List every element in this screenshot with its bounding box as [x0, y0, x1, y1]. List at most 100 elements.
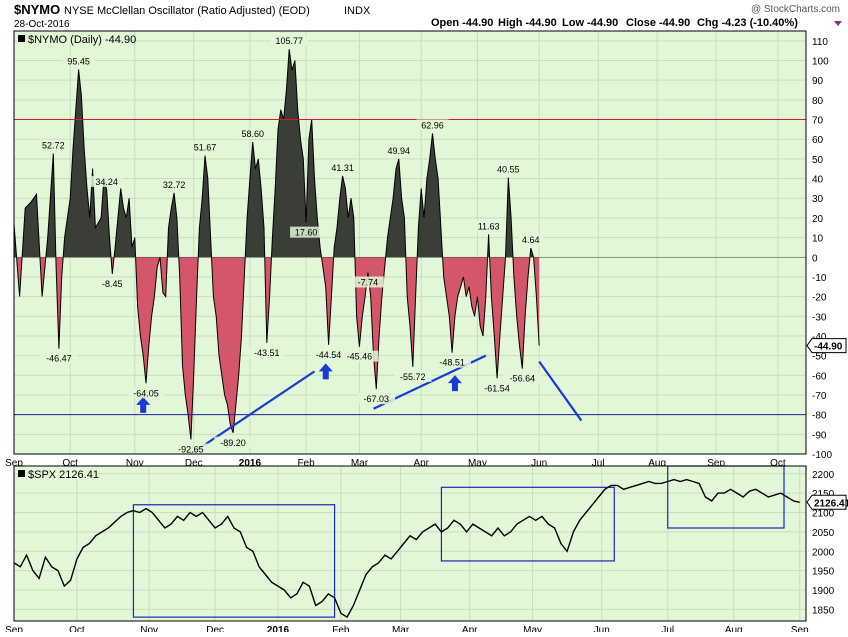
x-tick-label: 2016: [239, 458, 262, 469]
annotation-bg: [236, 127, 269, 139]
header-open: Open -44.90: [431, 17, 493, 29]
x-tick-label: Sep: [707, 458, 725, 469]
x-tick-label: Nov: [140, 625, 158, 632]
annotation-label: 34.24: [95, 177, 118, 187]
annotation-label: 105.77: [275, 36, 303, 46]
annotation-bg: [492, 163, 525, 175]
y-tick-label: 2200: [812, 470, 835, 481]
y-tick-label: 40: [812, 175, 824, 186]
y-tick-label: -10: [812, 273, 827, 284]
y-tick-label: 2000: [812, 547, 835, 558]
annotation-label: 62.96: [421, 120, 444, 130]
header-copyright[interactable]: @ StockCharts.com: [751, 4, 840, 15]
y-tick-label: 110: [812, 37, 828, 48]
spx-line: [13, 478, 800, 619]
up-arrow-icon: [447, 375, 462, 392]
plot-background: [14, 31, 806, 454]
annotation-bg: [172, 443, 210, 455]
y-tick-label: 60: [812, 135, 824, 146]
up-arrow-icon: [318, 363, 333, 380]
annotation-label: 11.63: [478, 221, 500, 231]
y-tick-label: -90: [812, 430, 827, 441]
annotation-label: -55.72: [400, 372, 426, 382]
trend-line: [190, 370, 316, 455]
annotation-bg: [517, 234, 544, 246]
annotation-bg: [96, 277, 129, 289]
x-tick-label: Oct: [69, 625, 85, 632]
y-tick-label: -40: [812, 332, 827, 343]
legend-swatch-icon: [18, 35, 25, 42]
x-tick-label: Oct: [770, 458, 786, 469]
annotation-bg: [340, 350, 379, 362]
x-tick-label: Jul: [592, 458, 605, 469]
y-tick-label: 90: [812, 76, 824, 87]
y-tick-label: -70: [812, 391, 827, 402]
highlight-box: [440, 486, 615, 562]
y-tick-label: -20: [812, 293, 827, 304]
annotation-label: 32.72: [163, 180, 186, 190]
annotation-label: 40.55: [497, 164, 520, 174]
last-value-label: -44.90: [814, 342, 843, 353]
y-tick-label: 50: [812, 155, 824, 166]
annotation-bg: [382, 145, 415, 157]
annotation-bg: [290, 226, 323, 238]
y-tick-label: 0: [812, 253, 818, 264]
header-date: 28-Oct-2016: [14, 19, 70, 30]
panel-title: $SPX 2126.41: [28, 469, 99, 481]
x-tick-label: Aug: [648, 458, 666, 469]
annotation-bg: [478, 382, 516, 394]
annotation-label: -64.05: [133, 388, 159, 398]
annotation-bg: [214, 436, 252, 448]
annotation-label: 52.72: [42, 141, 65, 151]
x-tick-label: Mar: [351, 458, 369, 469]
x-tick-label: 2016: [267, 625, 290, 632]
header-low: Low -44.90: [562, 17, 618, 29]
panel-title: $NYMO (Daily) -44.90: [28, 34, 136, 46]
header-symbol: $NYMO: [14, 2, 60, 17]
annotation-label: 4.64: [522, 235, 540, 245]
y-tick-label: 70: [812, 116, 824, 127]
spx-panel: 2200 2150 2100 2050 2000 1950 1900 1850 $SPX 212…: [5, 465, 848, 636]
x-tick-label: May: [523, 625, 542, 632]
y-tick-label: 1850: [812, 605, 835, 616]
x-tick-label: Mar: [392, 625, 410, 632]
annotation-bg: [127, 387, 165, 399]
x-tick-label: Nov: [126, 458, 144, 469]
y-tick-label: 80: [812, 96, 824, 107]
annotation-label: 51.67: [194, 143, 217, 153]
annotation-bg: [37, 139, 70, 151]
annotation-bg: [158, 178, 191, 190]
panel-border: [13, 30, 807, 455]
trend-line: [538, 360, 583, 422]
x-tick-label: Apr: [413, 458, 429, 469]
x-tick-label: Feb: [332, 625, 350, 632]
collapse-triangle-icon[interactable]: [834, 21, 842, 26]
annotation-bg: [247, 346, 286, 358]
y-tick-label: 1900: [812, 586, 835, 597]
annotation-bg: [309, 348, 348, 360]
last-value-label: 2126.41: [814, 498, 848, 509]
y-tick-label: 100: [812, 57, 829, 68]
annotation-bg: [40, 352, 78, 364]
x-tick-label: Sep: [5, 625, 23, 632]
y-tick-label: 2050: [812, 528, 835, 539]
y-tick-label: 2100: [812, 509, 835, 520]
annotation-label: -56.64: [510, 374, 536, 384]
annotation-label: 41.31: [331, 163, 354, 173]
x-tick-label: Dec: [185, 458, 203, 469]
annotation-bg: [90, 175, 123, 187]
y-tick-label: -60: [812, 371, 827, 382]
y-tick-label: -30: [812, 312, 827, 323]
annotation-bg: [503, 372, 542, 384]
panel-title-bg: [17, 33, 117, 45]
annotation-label: -8.45: [102, 279, 123, 289]
annotation-label: -7.74: [358, 277, 379, 287]
panel-border: [13, 465, 807, 622]
x-tick-label: Sep: [5, 458, 23, 469]
annotation-label: -89.20: [220, 438, 246, 448]
x-tick-label: Feb: [297, 458, 315, 469]
annotation-label: -43.51: [254, 348, 280, 358]
header-close: Close -44.90: [626, 17, 690, 29]
